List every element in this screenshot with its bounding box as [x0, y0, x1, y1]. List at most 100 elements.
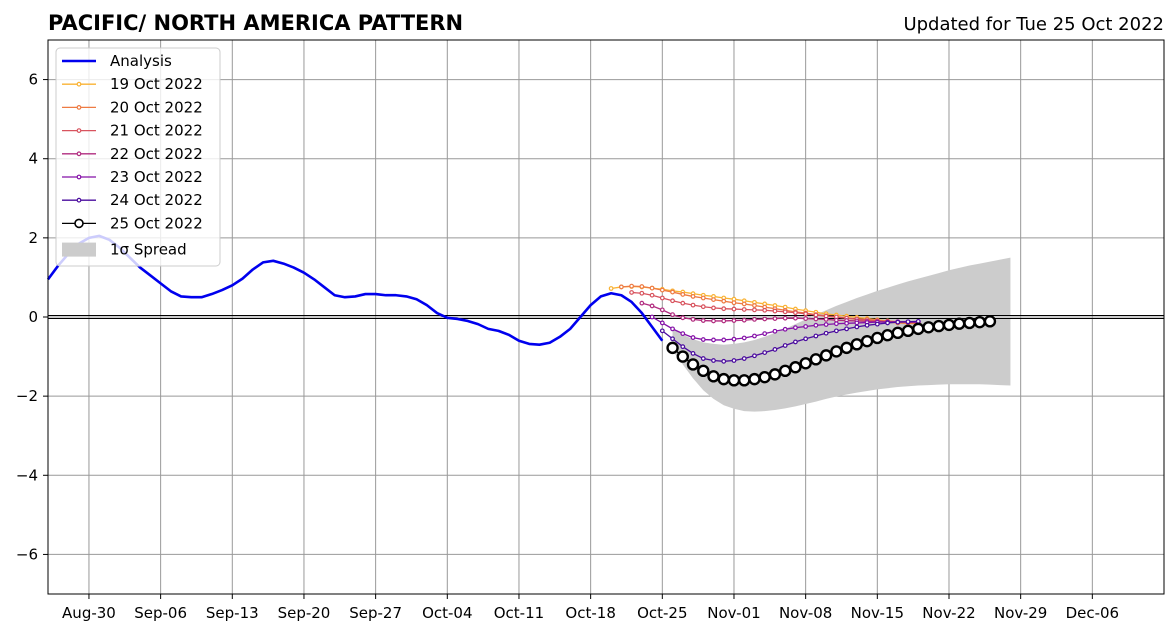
forecast-point [789, 361, 802, 374]
forecast-point [690, 294, 696, 299]
forecast-point [659, 295, 665, 301]
y-tick-label: 2 [28, 229, 38, 247]
forecast-point [758, 370, 771, 384]
forecast-point [639, 300, 645, 306]
spread-band-layer [672, 257, 1011, 412]
forecast-point [731, 300, 737, 306]
legend-item: 21 Oct 2022 [62, 122, 203, 140]
legend-label: 1σ Spread [110, 241, 187, 259]
forecast-point [752, 307, 757, 313]
legend-label: 22 Oct 2022 [110, 145, 203, 163]
forecast-point [738, 374, 751, 387]
legend-box [55, 47, 221, 267]
legend-item: 24 Oct 2022 [62, 191, 203, 209]
forecast-point [793, 315, 798, 321]
forecast-point [680, 300, 686, 306]
legend-marker [76, 104, 82, 110]
forecast-series-6 [666, 315, 997, 387]
forecast-point [881, 329, 894, 342]
forecast-point [850, 338, 864, 351]
legend-item: 23 Oct 2022 [62, 168, 203, 186]
forecast-point [649, 285, 655, 291]
legend-item: 1σ Spread [62, 241, 187, 259]
forecast-point [639, 290, 645, 296]
forecast-point [721, 337, 727, 343]
forecast-point [762, 350, 768, 356]
forecast-point [649, 303, 655, 309]
forecast-point [793, 310, 798, 316]
forecast-point [721, 306, 727, 312]
forecast-point [932, 319, 945, 333]
forecast-point [782, 315, 788, 321]
forecast-point [670, 336, 675, 342]
forecast-point [973, 315, 986, 329]
forecast-point [731, 336, 737, 342]
legend-marker [76, 151, 82, 157]
x-tick-label: Oct-25 [637, 604, 687, 622]
forecast-point [741, 335, 747, 341]
forecast-point [782, 309, 788, 315]
forecast-point [772, 308, 778, 314]
forecast-point [915, 318, 921, 324]
forecast-point [874, 321, 880, 327]
forecast-point [768, 368, 782, 381]
forecast-point [721, 318, 727, 324]
y-tick-label: 4 [28, 150, 38, 168]
forecast-point [912, 322, 925, 336]
forecast-point [809, 353, 823, 366]
legend-label: 20 Oct 2022 [110, 98, 203, 116]
forecast-point [803, 324, 809, 329]
legend-marker [76, 174, 82, 180]
legend: Analysis 19 Oct 2022 20 Oct 2022 21 Oct 202… [55, 47, 221, 267]
legend-marker [76, 81, 82, 87]
x-tick-label: Oct-18 [565, 604, 615, 622]
forecast-point [901, 324, 915, 338]
forecast-point [690, 302, 696, 308]
forecast-point [680, 315, 686, 321]
forecast-point [748, 372, 761, 386]
forecast-point [803, 316, 809, 321]
x-tick-label: Sep-13 [206, 604, 259, 622]
forecast-series-5 [659, 318, 921, 364]
x-tick-label: Oct-11 [494, 604, 544, 622]
forecast-point [676, 350, 689, 363]
legend-item: 22 Oct 2022 [62, 145, 203, 163]
forecast-point [823, 330, 829, 336]
forecast-point [953, 317, 966, 330]
forecast-point [690, 316, 696, 322]
forecast-point [830, 345, 843, 358]
forecast-point [721, 358, 727, 364]
y-tick-label: 0 [28, 308, 38, 326]
legend-label: 19 Oct 2022 [110, 75, 203, 93]
forecast-point [629, 290, 634, 295]
forecast-point [711, 305, 716, 311]
forecast-point [942, 318, 956, 332]
y-axis: −6 −4 −2 0 2 4 6 [16, 71, 48, 563]
chart-subtitle: Updated for Tue 25 Oct 2022 [903, 14, 1164, 35]
forecast-point [772, 347, 778, 352]
forecast-point [649, 292, 655, 298]
forecast-point [778, 364, 792, 378]
forecast-point [813, 322, 819, 328]
forecast-point [772, 316, 778, 321]
forecast-point [711, 337, 716, 343]
forecast-point [711, 297, 716, 302]
forecast-point [762, 331, 768, 337]
forecast-point [721, 298, 727, 304]
forecast-point [922, 321, 935, 334]
forecast-point [711, 358, 716, 363]
forecast-point [680, 292, 686, 297]
x-tick-label: Nov-29 [994, 604, 1047, 622]
forecast-point [782, 343, 788, 348]
spread-band [672, 257, 1011, 412]
forecast-point [819, 349, 833, 362]
forecast-point [659, 328, 665, 334]
forecast-point [707, 370, 720, 383]
legend-swatch [62, 242, 96, 257]
forecast-point [659, 307, 665, 313]
forecast-point [752, 303, 757, 308]
x-axis: Aug-30 Sep-06 Sep-13 Sep-20 Sep-27 Oct-04 Oct-… [62, 594, 1119, 622]
forecast-point [618, 284, 624, 290]
y-tick-label: 6 [28, 71, 38, 89]
